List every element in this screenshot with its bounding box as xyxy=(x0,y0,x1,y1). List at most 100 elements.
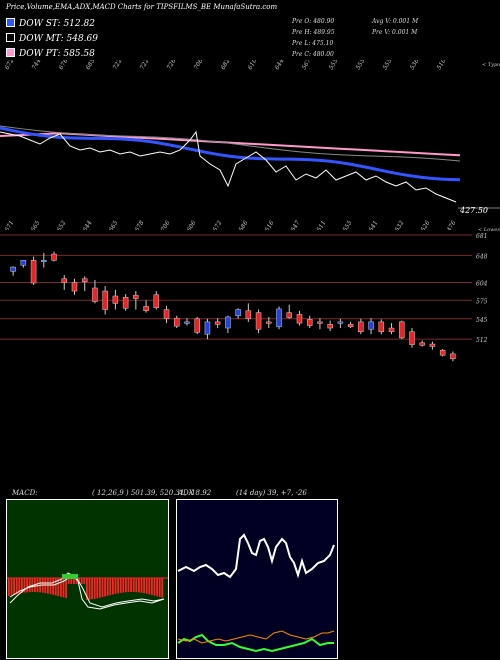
candle-body xyxy=(337,321,344,324)
ohlc-close: Pre C: 480.00 xyxy=(292,51,334,58)
macd-histogram-bar xyxy=(15,578,18,595)
macd-histogram-bar xyxy=(153,578,156,596)
chart-title: Price,Volume,EMA,ADX,MACD Charts for TIP… xyxy=(6,3,278,11)
upper-top-label: 555 xyxy=(355,60,367,71)
upper-bottom-label: 652 xyxy=(56,219,68,230)
upper-axis-label: < Typo xyxy=(482,62,500,68)
upper-bottom-label: 616 xyxy=(264,219,276,230)
macd-histogram-bar xyxy=(10,578,13,596)
legend-dow-st-label: DOW ST: 512.82 xyxy=(19,19,95,29)
adx-background xyxy=(176,499,338,659)
macd-histogram-bar xyxy=(125,578,127,593)
macd-histogram-bar xyxy=(28,578,31,593)
candle-body xyxy=(378,321,385,332)
macd-histogram-bar xyxy=(67,578,70,584)
upper-bottom-label: 511 xyxy=(316,220,328,230)
macd-histogram-bar xyxy=(60,578,62,597)
candle-body xyxy=(20,260,27,266)
price-ema-chart: < Typo 672 744 676 685 722 722 726 706 682 610 644 5… xyxy=(0,60,500,230)
candle-body xyxy=(184,321,190,324)
upper-bottom-label: 665 xyxy=(108,219,120,230)
candle-body xyxy=(51,253,57,261)
legend-dow-pt-swatch xyxy=(6,48,15,57)
upper-top-label: 510 xyxy=(436,60,448,71)
macd-histogram-bar xyxy=(145,578,148,594)
candle-body xyxy=(92,287,98,302)
macd-histogram-bar xyxy=(52,578,54,595)
macd-histogram-bar xyxy=(158,578,161,597)
macd-histogram-bar xyxy=(57,578,60,597)
upper-top-label: 722 xyxy=(112,60,124,71)
legend-dow-mt-label: DOW MT: 548.69 xyxy=(19,34,98,44)
candle-body xyxy=(112,295,119,304)
macd-histogram-bar xyxy=(156,578,158,597)
macd-histogram-bar xyxy=(151,578,153,595)
legend-dow-st-swatch xyxy=(6,18,15,27)
candle-body xyxy=(409,331,415,345)
upper-bottom-label: 547 xyxy=(290,219,302,230)
macd-histogram-bar xyxy=(88,578,91,600)
upper-bottom-label: 644 xyxy=(82,219,94,230)
macd-histogram-bar xyxy=(49,578,52,595)
candle-body xyxy=(368,321,374,330)
ohlc-high: Pre H: 489.95 xyxy=(292,29,335,36)
macd-histogram-bar xyxy=(104,578,106,597)
macd-title: MACD: xyxy=(12,489,38,497)
macd-cross-marker xyxy=(62,574,78,579)
upper-bottom-label: 606 xyxy=(186,219,198,230)
price-level-label: 512 xyxy=(476,337,488,344)
legend-dow-mt-swatch xyxy=(6,33,15,42)
macd-histogram-bar xyxy=(62,578,65,598)
upper-top-label: 567 xyxy=(301,60,313,71)
macd-histogram-bar xyxy=(93,578,96,599)
candle-body xyxy=(41,260,47,263)
upper-top-label: 676 xyxy=(58,60,70,71)
upper-top-label: 744 xyxy=(31,60,43,71)
level-axis-label: < Lowes xyxy=(478,227,500,233)
upper-bottom-label: 555 xyxy=(342,219,354,230)
macd-histogram-bar xyxy=(96,578,99,599)
candle-body xyxy=(296,314,303,324)
candle-body xyxy=(204,321,211,335)
ohlc-open: Pre O: 480.90 xyxy=(292,18,335,25)
candle-body xyxy=(143,306,149,312)
ohlc-avg-vol: Avg V: 0.001 M xyxy=(372,18,419,25)
candle-body xyxy=(153,294,160,308)
upper-top-label: 644 xyxy=(274,60,286,71)
legend-dow-pt-label: DOW PT: 585.58 xyxy=(19,49,95,59)
macd-histogram-bar xyxy=(114,578,117,594)
macd-histogram-bar xyxy=(148,578,151,595)
macd-histogram-bar xyxy=(109,578,112,596)
upper-bottom-label: 665 xyxy=(30,219,42,230)
candle-body xyxy=(30,260,37,284)
candle-body xyxy=(317,321,323,324)
candle-body xyxy=(133,295,139,299)
price-level-label: 681 xyxy=(476,233,487,240)
upper-bottom-label: 526 xyxy=(420,219,432,230)
candle-body xyxy=(388,327,395,332)
macd-histogram-bar xyxy=(75,578,78,584)
macd-histogram-bar xyxy=(161,578,164,598)
adx-panel xyxy=(176,499,338,659)
upper-top-label: 672 xyxy=(4,60,16,71)
candle-body xyxy=(245,310,252,320)
ema-short-line xyxy=(0,126,461,182)
macd-histogram-bar xyxy=(8,578,10,596)
upper-top-label: 685 xyxy=(85,60,97,71)
candle-body xyxy=(214,321,221,325)
candle-body xyxy=(174,317,180,327)
macd-histogram-bar xyxy=(26,578,28,593)
upper-top-label: 555 xyxy=(328,60,340,71)
macd-histogram-bar xyxy=(36,578,39,593)
upper-top-label: 555 xyxy=(382,60,394,71)
candle-body xyxy=(450,353,456,360)
macd-histogram-bar xyxy=(80,578,83,584)
macd-signal-line xyxy=(9,576,165,608)
candle-body xyxy=(347,324,354,328)
macd-values: ( 12,26,9 ) 501.39, 520.31, -18.92 xyxy=(92,489,212,497)
price-level-label: 575 xyxy=(476,298,488,305)
candle-body xyxy=(286,312,292,318)
macd-histogram-bar xyxy=(119,578,122,593)
macd-histogram-bar xyxy=(13,578,15,595)
candle-body xyxy=(71,282,78,292)
